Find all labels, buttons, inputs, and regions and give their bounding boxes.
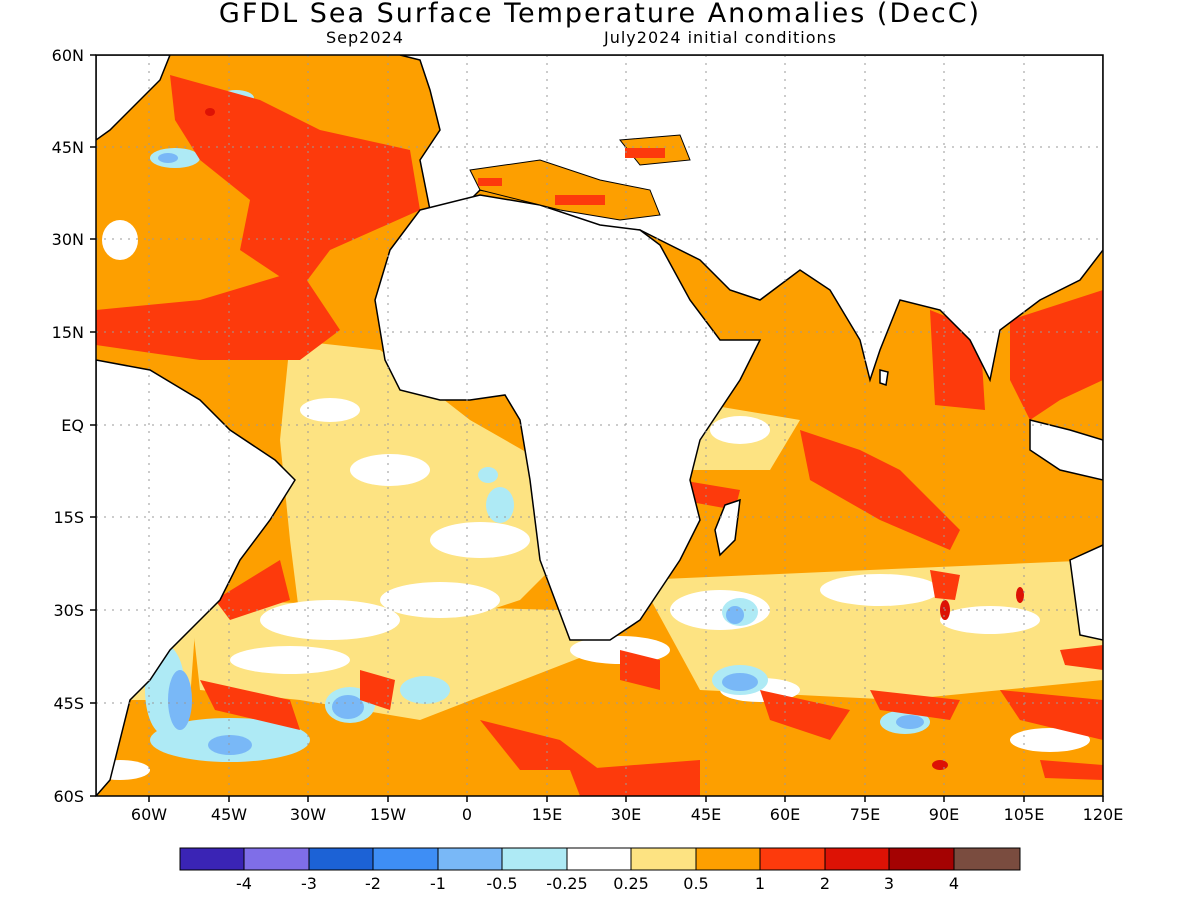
colorbar-swatch xyxy=(630,847,697,871)
colorbar-label: 4 xyxy=(949,874,959,893)
colorbar-labels: -4 -3 -2 -1 -0.5 -0.25 0.25 0.5 1 2 3 4 xyxy=(236,874,959,893)
lat-label: 60S xyxy=(53,787,84,806)
lon-label: 45W xyxy=(211,805,247,824)
lon-label: 15E xyxy=(532,805,562,824)
colorbar-swatch xyxy=(566,847,632,871)
chart-title: GFDL Sea Surface Temperature Anomalies (… xyxy=(218,0,982,29)
lat-label: 30S xyxy=(53,601,84,620)
anomaly-1-to-2-zones xyxy=(96,75,1103,796)
colorbar-label: 0.5 xyxy=(683,874,708,893)
lat-label: 45N xyxy=(52,138,84,157)
init-conditions-label: July2024 initial conditions xyxy=(604,28,837,47)
lon-label: 45E xyxy=(691,805,721,824)
lon-label: 90E xyxy=(929,805,959,824)
colorbar xyxy=(179,847,1021,871)
colorbar-label: -0.5 xyxy=(486,874,517,893)
valid-month-label: Sep2024 xyxy=(326,28,404,47)
colorbar-swatch xyxy=(953,847,1021,871)
lon-label: 105E xyxy=(1004,805,1045,824)
lat-label: 30N xyxy=(52,230,84,249)
colorbar-label: 1 xyxy=(755,874,765,893)
colorbar-label: 3 xyxy=(884,874,894,893)
lon-ticks xyxy=(148,796,1104,802)
lat-labels: 60N 45N 30N 15N EQ 15S 30S 45S 60S xyxy=(52,46,84,806)
anomaly-minus-0.5-zones xyxy=(158,94,924,755)
colorbar-label: 2 xyxy=(820,874,830,893)
lon-label: 0 xyxy=(462,805,472,824)
lon-label: 60E xyxy=(770,805,800,824)
colorbar-swatch xyxy=(243,847,310,871)
colorbar-label: -0.25 xyxy=(546,874,587,893)
lat-label: 45S xyxy=(53,694,84,713)
colorbar-label: -3 xyxy=(301,874,317,893)
lat-ticks xyxy=(90,54,96,797)
lon-label: 30E xyxy=(611,805,641,824)
lon-label: 120E xyxy=(1083,805,1124,824)
colorbar-label: -2 xyxy=(365,874,381,893)
colorbar-swatch xyxy=(308,847,374,871)
colorbar-swatch xyxy=(501,847,568,871)
lon-label: 75E xyxy=(850,805,880,824)
lon-label: 30W xyxy=(290,805,326,824)
colorbar-swatch xyxy=(824,847,890,871)
anomaly-neutral-zones xyxy=(96,220,1090,780)
lat-label: EQ xyxy=(61,416,84,435)
map-gridlines xyxy=(96,55,1103,796)
colorbar-swatch xyxy=(437,847,503,871)
lon-label: 60W xyxy=(131,805,167,824)
colorbar-swatch xyxy=(372,847,439,871)
lat-label: 60N xyxy=(52,46,84,65)
colorbar-label: -4 xyxy=(236,874,252,893)
lon-labels: 60W 45W 30W 15W 0 15E 30E 45E 60E 75E 90… xyxy=(131,805,1123,824)
colorbar-swatch xyxy=(695,847,761,871)
colorbar-swatch xyxy=(888,847,955,871)
colorbar-swatch xyxy=(759,847,826,871)
lat-label: 15N xyxy=(52,323,84,342)
lat-label: 15S xyxy=(53,508,84,527)
lon-label: 15W xyxy=(370,805,406,824)
colorbar-swatch xyxy=(179,847,245,871)
inland-sea-warm-spots xyxy=(478,148,665,205)
colorbar-label: -1 xyxy=(430,874,446,893)
map-area xyxy=(96,55,1103,796)
land-masses xyxy=(96,55,1103,796)
colorbar-label: 0.25 xyxy=(613,874,649,893)
